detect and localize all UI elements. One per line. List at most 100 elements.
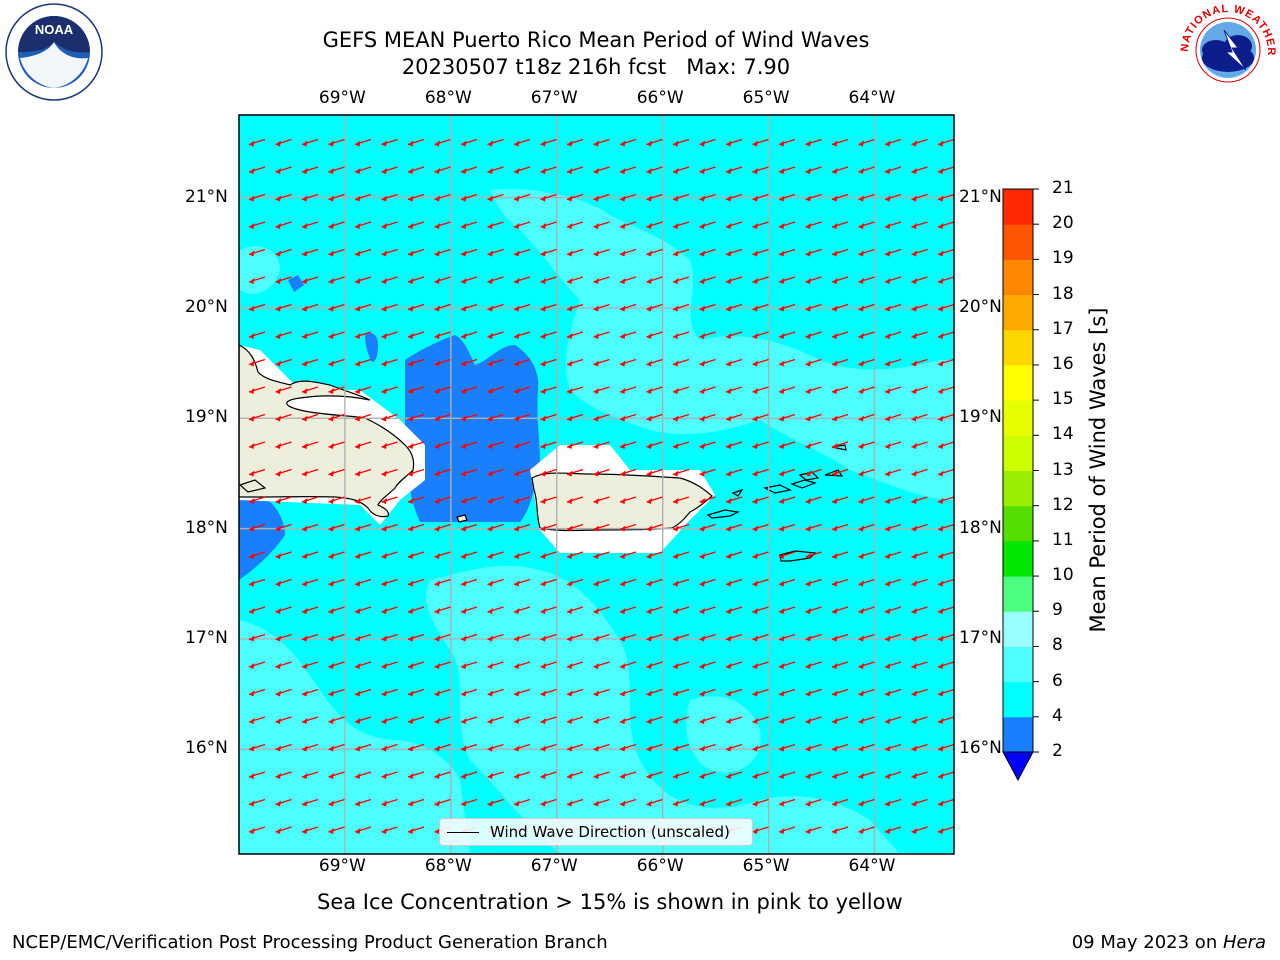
wave-direction-arrow xyxy=(884,331,902,339)
wave-direction-arrow xyxy=(540,468,557,477)
wave-direction-arrow xyxy=(699,661,716,669)
wave-direction-arrow xyxy=(487,441,504,449)
wave-direction-arrow xyxy=(301,633,319,642)
legend-label: Wind Wave Direction (unscaled) xyxy=(490,823,730,841)
wave-direction-arrow xyxy=(513,276,531,284)
wave-direction-arrow xyxy=(911,468,928,477)
lon-tick-label: 69°W xyxy=(318,856,366,876)
wave-direction-arrow xyxy=(699,358,716,367)
date-text: 09 May 2023 on xyxy=(1071,932,1223,953)
lon-tick-label: 67°W xyxy=(530,856,578,876)
wave-direction-arrow xyxy=(699,496,716,504)
wave-direction-arrow xyxy=(434,468,451,477)
wave-direction-arrow xyxy=(858,606,875,614)
wave-direction-arrow xyxy=(381,523,398,532)
wave-direction-arrow xyxy=(460,606,478,614)
wave-direction-arrow xyxy=(646,166,663,174)
wave-direction-arrow xyxy=(248,826,266,834)
wave-direction-arrow xyxy=(328,771,345,779)
wave-direction-arrow xyxy=(672,413,690,422)
wave-direction-arrow xyxy=(805,743,822,752)
colorbar-tick-label: 11 xyxy=(1052,529,1074,550)
wave-direction-arrow xyxy=(805,221,822,229)
wave-direction-arrow xyxy=(619,248,637,257)
wave-direction-arrow xyxy=(381,166,398,174)
wave-direction-arrow xyxy=(487,331,504,339)
wave-direction-arrow xyxy=(566,551,584,559)
wave-direction-arrow xyxy=(460,798,478,807)
wave-direction-arrow xyxy=(487,716,504,724)
wave-direction-arrow xyxy=(434,798,451,807)
wave-direction-arrow xyxy=(911,386,928,394)
wave-direction-arrow xyxy=(460,661,478,669)
wave-direction-arrow xyxy=(831,523,849,532)
lat-tick-label: 21°N xyxy=(959,186,1002,207)
wave-direction-arrow xyxy=(858,798,875,807)
wave-direction-arrow xyxy=(672,523,690,532)
wave-direction-arrow xyxy=(725,468,743,477)
colorbar-segment xyxy=(1003,646,1033,683)
wave-direction-arrow xyxy=(858,221,875,229)
wave-direction-arrow xyxy=(884,798,902,807)
wave-direction-arrow xyxy=(434,441,451,449)
wave-direction-arrow xyxy=(646,496,663,504)
wave-direction-arrow xyxy=(805,523,822,532)
wave-direction-arrow xyxy=(858,661,875,669)
wave-direction-arrow xyxy=(566,303,584,312)
wave-direction-arrow xyxy=(248,551,266,559)
wave-direction-arrow xyxy=(725,578,743,587)
wave-direction-arrow xyxy=(407,413,425,422)
wave-direction-arrow xyxy=(911,166,928,174)
lat-tick-label: 20°N xyxy=(959,297,1002,318)
wave-direction-arrow xyxy=(778,523,796,532)
wave-direction-arrow xyxy=(460,496,478,504)
wave-direction-arrow xyxy=(566,331,584,339)
wave-direction-arrow xyxy=(248,743,266,752)
wave-direction-arrow xyxy=(911,743,928,752)
wave-direction-arrow xyxy=(328,523,345,532)
wave-direction-arrow xyxy=(434,771,451,779)
wave-direction-arrow xyxy=(407,661,425,669)
wave-direction-arrow xyxy=(275,413,292,422)
wave-direction-arrow xyxy=(540,743,557,752)
wave-direction-arrow xyxy=(275,716,292,724)
wave-direction-arrow xyxy=(434,496,451,504)
wave-direction-arrow xyxy=(593,688,610,697)
wave-direction-arrow xyxy=(513,496,531,504)
wave-direction-arrow xyxy=(513,606,531,614)
wave-direction-arrow xyxy=(619,303,637,312)
wave-direction-arrow xyxy=(699,551,716,559)
wave-direction-arrow xyxy=(884,688,902,697)
wave-direction-arrow xyxy=(831,358,849,367)
wave-direction-arrow xyxy=(725,276,743,284)
wave-direction-arrow xyxy=(381,248,398,257)
wave-direction-arrow xyxy=(487,468,504,477)
wave-direction-arrow xyxy=(937,633,954,642)
wave-direction-arrow xyxy=(513,661,531,669)
wave-direction-arrow xyxy=(301,578,319,587)
wave-direction-arrow xyxy=(248,331,266,339)
wave-direction-arrow xyxy=(725,166,743,174)
wave-direction-arrow xyxy=(752,798,769,807)
wave-direction-arrow xyxy=(593,551,610,559)
wave-direction-arrow xyxy=(805,578,822,587)
wave-direction-arrow xyxy=(301,221,319,229)
wave-direction-arrow xyxy=(248,771,266,779)
wave-direction-arrow xyxy=(328,358,345,367)
wave-direction-arrow xyxy=(778,633,796,642)
wave-direction-arrow xyxy=(540,496,557,504)
wave-direction-arrow xyxy=(248,496,266,504)
wave-direction-arrow xyxy=(752,661,769,669)
wave-direction-arrow xyxy=(328,633,345,642)
wave-direction-arrow xyxy=(407,688,425,697)
colorbar-tick-label: 16 xyxy=(1052,353,1074,374)
colorbar-segment xyxy=(1003,189,1033,225)
colorbar-segment xyxy=(1003,329,1033,366)
wave-direction-arrow xyxy=(778,331,796,339)
wave-direction-arrow xyxy=(937,413,954,422)
wave-direction-arrow xyxy=(513,688,531,697)
wave-direction-arrow xyxy=(911,248,928,257)
colorbar-segment xyxy=(1003,470,1033,507)
wave-direction-arrow xyxy=(381,496,398,504)
lon-tick-label: 65°W xyxy=(742,88,790,108)
